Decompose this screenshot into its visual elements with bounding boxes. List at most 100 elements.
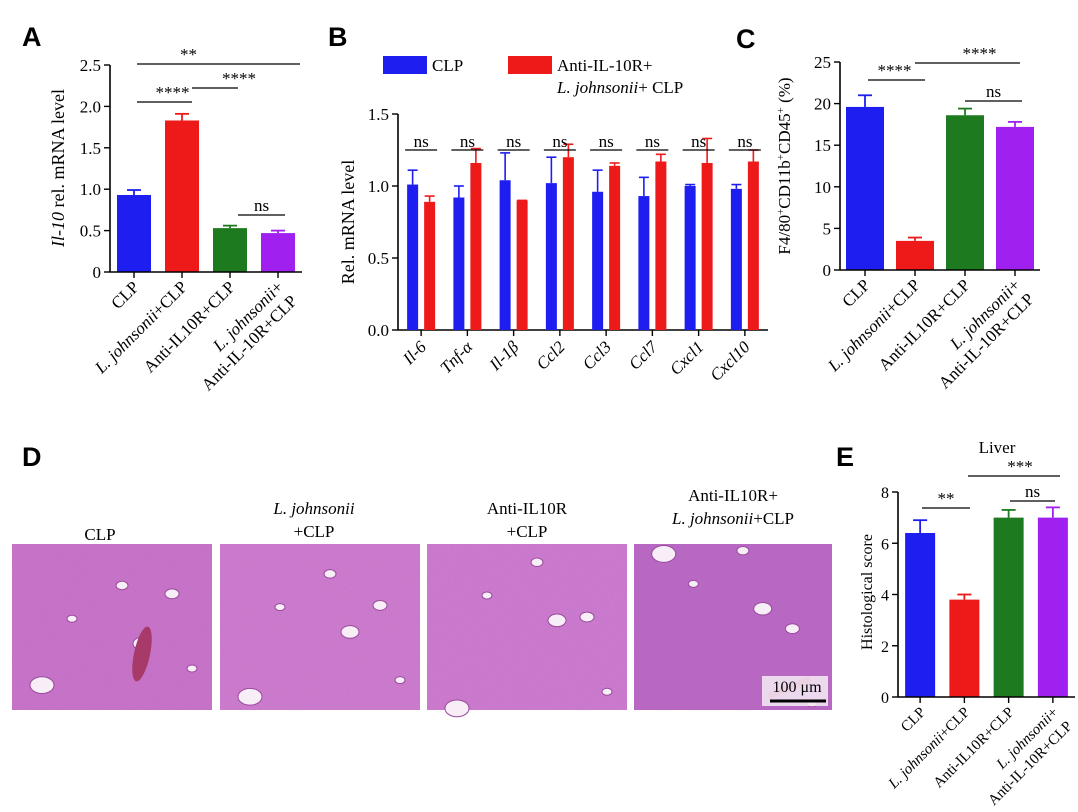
chart-e-title: Liver — [979, 438, 1016, 457]
vessel-lumen — [444, 699, 470, 718]
vessel-lumen — [115, 580, 129, 591]
bar — [846, 106, 884, 270]
histology-title-line: +CLP — [294, 522, 335, 541]
sig-label: ns — [460, 132, 475, 151]
sig-c-clp-vs-lj: **** — [878, 61, 912, 80]
histology-title-text: Anti-IL10R — [487, 499, 568, 518]
legend-swatch-clp — [383, 56, 427, 74]
bar — [213, 228, 247, 272]
y-axis-label-part: (%) — [775, 77, 794, 107]
sig-label: ns — [691, 132, 706, 151]
y-tick-label: 0 — [93, 263, 102, 282]
histology-title-line: L. johnsonii — [272, 499, 355, 518]
panel-letter-e: E — [836, 442, 854, 472]
bar — [470, 162, 482, 330]
panel-letter-c: C — [736, 24, 756, 54]
legend-swatch-anti — [508, 56, 552, 74]
histology-image-anti-il10r-clp: Anti-IL10R +CLP — [427, 499, 627, 718]
y-tick-label: 25 — [814, 53, 831, 72]
y-axis-label-part: + — [775, 209, 787, 215]
sig-e-clp-vs-lj: ** — [938, 489, 955, 508]
sig-c-ns: ns — [986, 82, 1001, 101]
sig-a-ns: ns — [254, 196, 269, 215]
sig-c-lj-vs-combo: **** — [963, 44, 997, 63]
vessel-lumen — [753, 601, 773, 616]
y-tick-label: 0 — [881, 690, 889, 707]
legend-label-anti-line2: L. johnsonii+ CLP — [556, 78, 683, 97]
bar — [407, 184, 419, 330]
histology-image-ljohnsonii-clp: L. johnsonii +CLP — [220, 499, 420, 710]
panel-letter-d: D — [22, 442, 42, 472]
x-tick-label: Ccl7 — [625, 336, 662, 373]
bar — [609, 165, 621, 330]
vessel-lumen — [323, 569, 337, 579]
sig-a-clp-vs-anti: ** — [180, 45, 197, 64]
sig-label: ns — [645, 132, 660, 151]
x-tick-label: L. johnsonii+CLP — [885, 705, 973, 793]
bar — [592, 191, 604, 330]
x-tick-label: Il-1β — [485, 337, 523, 375]
y-tick-label: 8 — [881, 485, 889, 502]
vessel-lumen — [784, 623, 800, 635]
x-tick-label: L. johnsonii+CLP — [823, 275, 923, 375]
y-tick-label: 1.5 — [80, 139, 101, 158]
vessel-lumen — [687, 579, 699, 588]
y-tick-label: 10 — [814, 178, 831, 197]
sig-a-lj-vs-anti: **** — [222, 69, 256, 88]
tissue-texture — [427, 544, 627, 710]
vessel-lumen — [29, 676, 55, 694]
y-axis-label: Histological score — [859, 534, 876, 650]
histology-title-line: +CLP — [507, 522, 548, 541]
y-tick-label: 2.0 — [80, 97, 101, 116]
vessel-lumen — [237, 687, 263, 706]
x-tick-label: CLP — [898, 705, 929, 736]
y-tick-label: 0.5 — [368, 249, 389, 268]
y-tick-label: 0.0 — [368, 321, 389, 340]
y-axis-label-part: + — [775, 107, 787, 113]
x-tick-label-text: CLP — [898, 705, 929, 736]
y-tick-label: 4 — [881, 588, 889, 605]
y-axis-label: F4/80+CD11b+CD45+ (%) — [775, 77, 794, 254]
y-axis-label-part: F4/80 — [775, 215, 794, 255]
bar — [545, 183, 557, 330]
bar — [993, 517, 1024, 697]
histology-title-line: Anti-IL10R — [487, 499, 568, 518]
x-tick-label: Il-6 — [398, 337, 430, 369]
x-tick-label: Tnf-α — [436, 337, 477, 378]
legend-rest: + CLP — [638, 78, 683, 97]
x-tick-label: Ccl3 — [579, 337, 615, 373]
x-tick-label: CLP — [107, 277, 142, 312]
bar — [684, 186, 696, 330]
y-axis-label: Il-10 rel. mRNA level — [48, 89, 68, 248]
x-tick-label-text: CLP — [838, 275, 873, 310]
vessel-lumen — [186, 664, 198, 673]
y-tick-label: 1.0 — [80, 180, 101, 199]
vessel-lumen — [372, 600, 388, 611]
bar — [1037, 517, 1068, 697]
y-tick-label: 0 — [823, 261, 832, 280]
histology-title-text: CLP — [84, 525, 115, 544]
bar — [896, 240, 934, 270]
vessel-lumen — [651, 545, 677, 563]
bar — [996, 126, 1034, 271]
bar — [638, 196, 650, 330]
bar — [655, 161, 667, 330]
vessel-lumen — [66, 614, 78, 623]
panel-letter-b: B — [328, 22, 348, 52]
vessel-lumen — [394, 676, 406, 685]
vessel-lumen — [274, 603, 286, 612]
x-tick-label: Cxcl1 — [666, 337, 707, 378]
panel-letter-a: A — [22, 22, 42, 52]
y-tick-label: 0.5 — [80, 222, 101, 241]
bar — [117, 194, 151, 272]
histology-title-text: L. johnsonii — [671, 509, 754, 528]
chart-b-cytokine-expression: 0.0 0.5 1.0 1.5 Rel. mRNA level ns Il-6 ns Tnf-α… — [338, 56, 768, 385]
bar — [701, 162, 713, 330]
bar — [516, 200, 528, 330]
legend-italic: L. johnsonii — [556, 78, 639, 97]
x-tick-label: CLP — [838, 275, 873, 310]
scale-bar-label: 100 μm — [772, 679, 822, 696]
bar — [905, 533, 936, 697]
